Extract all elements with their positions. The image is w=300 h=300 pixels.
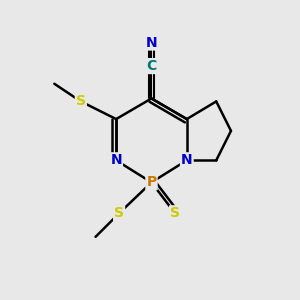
Text: P: P — [146, 176, 157, 189]
Text: N: N — [110, 153, 122, 167]
Text: S: S — [170, 206, 180, 220]
Text: C: C — [146, 59, 157, 73]
Text: N: N — [146, 35, 157, 50]
Text: S: S — [114, 206, 124, 220]
Text: N: N — [181, 153, 193, 167]
Text: S: S — [76, 94, 86, 108]
